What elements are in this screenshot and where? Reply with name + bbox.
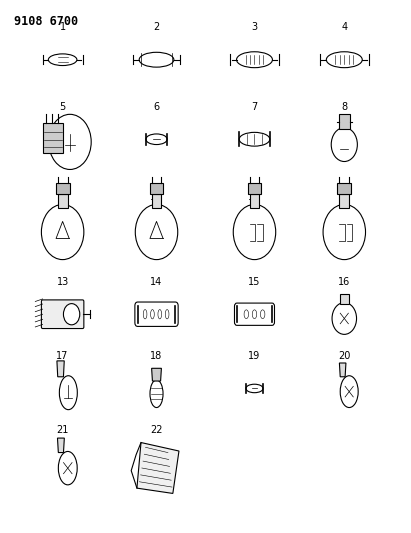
Bar	[58, 195, 67, 208]
Bar	[337, 183, 351, 195]
Text: 13: 13	[56, 277, 69, 287]
Text: 21: 21	[56, 425, 69, 435]
FancyBboxPatch shape	[135, 302, 178, 326]
Ellipse shape	[326, 52, 362, 68]
Text: 16: 16	[338, 277, 351, 287]
Text: 9108 6700: 9108 6700	[14, 14, 78, 28]
Polygon shape	[57, 361, 64, 377]
Text: 7: 7	[252, 102, 258, 112]
Text: 1: 1	[60, 22, 66, 32]
Ellipse shape	[246, 384, 263, 393]
Text: 4: 4	[341, 22, 347, 32]
Circle shape	[63, 304, 80, 325]
Text: 8: 8	[341, 102, 347, 112]
Text: 9: 9	[60, 192, 66, 202]
Bar	[150, 183, 164, 195]
Ellipse shape	[48, 54, 77, 66]
Text: 22: 22	[150, 425, 163, 435]
Ellipse shape	[146, 134, 167, 144]
Text: 20: 20	[338, 351, 351, 361]
Polygon shape	[58, 438, 65, 453]
Circle shape	[233, 205, 276, 260]
Text: 17: 17	[56, 351, 69, 361]
Text: 5: 5	[60, 102, 66, 112]
Text: 6: 6	[153, 102, 159, 112]
Ellipse shape	[150, 380, 163, 408]
Text: 2: 2	[153, 22, 159, 32]
Bar	[55, 183, 69, 195]
Text: 10: 10	[150, 192, 163, 202]
Circle shape	[42, 205, 84, 260]
Polygon shape	[339, 363, 346, 377]
Text: 19: 19	[248, 351, 261, 361]
Bar	[340, 294, 349, 304]
Polygon shape	[137, 442, 179, 494]
FancyBboxPatch shape	[235, 303, 275, 325]
Ellipse shape	[59, 376, 77, 410]
Bar	[152, 195, 162, 208]
Text: 11: 11	[248, 192, 261, 202]
FancyBboxPatch shape	[42, 300, 84, 328]
Text: 18: 18	[150, 351, 163, 361]
Circle shape	[323, 205, 365, 260]
Bar	[247, 183, 261, 195]
Ellipse shape	[58, 451, 77, 485]
Bar	[339, 195, 349, 208]
Circle shape	[331, 127, 357, 161]
Circle shape	[332, 303, 356, 334]
Bar	[43, 123, 63, 152]
Bar	[249, 195, 259, 208]
Ellipse shape	[139, 52, 174, 67]
Text: 14: 14	[150, 277, 163, 287]
Circle shape	[49, 114, 91, 169]
Bar	[339, 114, 350, 129]
Text: 12: 12	[338, 192, 351, 202]
Text: 15: 15	[248, 277, 261, 287]
Ellipse shape	[239, 132, 270, 146]
Ellipse shape	[236, 52, 272, 68]
Text: 3: 3	[252, 22, 258, 32]
Polygon shape	[152, 368, 162, 381]
Ellipse shape	[340, 376, 358, 408]
Circle shape	[135, 205, 178, 260]
